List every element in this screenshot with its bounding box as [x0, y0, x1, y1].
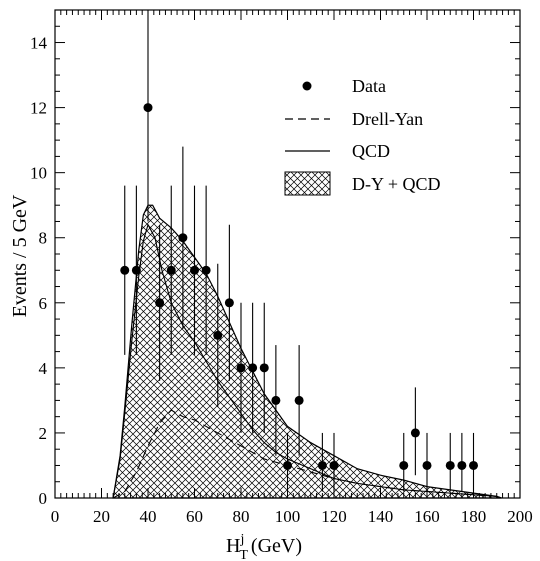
data-point-marker [399, 460, 409, 470]
series-drell-yan-line [112, 409, 502, 499]
data-point [120, 185, 130, 355]
data-point [457, 432, 467, 492]
data-point-marker [213, 330, 223, 340]
data-point-marker [178, 233, 188, 243]
y-tick-label: 4 [39, 359, 48, 378]
x-tick-label: 0 [51, 507, 60, 526]
legend-dy-qcd-label: D-Y + QCD [352, 174, 440, 194]
data-point [445, 432, 455, 492]
x-axis-title-unit: (GeV) [251, 535, 302, 557]
series-qcd-line [112, 223, 502, 499]
x-axis-title-sub: T [239, 548, 248, 561]
legend: Data Drell-Yan QCD D-Y + QCD [284, 76, 440, 196]
legend-dy-qcd-swatch [284, 171, 331, 196]
legend-data-label: Data [352, 76, 386, 96]
y-tick-label: 8 [39, 229, 48, 248]
data-point [317, 432, 327, 492]
x-axis-ticks: 0 20 40 60 80 100 120 140 160 180 200 [51, 10, 533, 526]
data-point [178, 146, 188, 329]
plot-area [112, 10, 502, 499]
data-point [131, 185, 141, 355]
data-point-marker [457, 460, 467, 470]
data-point-marker [190, 265, 199, 275]
data-point-marker [469, 460, 478, 470]
y-axis-title: Events / 5 GeV [9, 194, 31, 317]
y-axis-ticks: 0 2 4 6 8 10 12 14 [30, 9, 520, 508]
legend-qcd-label: QCD [352, 141, 390, 161]
data-point [422, 432, 432, 492]
y-tick-label: 10 [30, 164, 47, 183]
data-point-marker [120, 265, 130, 275]
data-point-marker [422, 460, 432, 470]
x-axis-title-sup: j [239, 532, 244, 547]
data-point [271, 345, 281, 456]
x-tick-label: 180 [461, 507, 487, 526]
data-point [201, 185, 211, 355]
x-axis-title: Hj T (GeV) [226, 532, 302, 561]
data-point-marker [410, 428, 420, 438]
data-point-marker [248, 363, 258, 373]
data-point [410, 387, 420, 476]
y-tick-label: 6 [39, 294, 48, 313]
data-point [236, 302, 246, 433]
data-point [166, 185, 176, 355]
x-tick-label: 100 [275, 507, 301, 526]
data-point-marker [236, 363, 246, 373]
y-tick-label: 2 [39, 424, 48, 443]
x-tick-label: 160 [414, 507, 440, 526]
axes: 0 20 40 60 80 100 120 140 160 180 200 0 2 4 6 8 10 12 14 [30, 9, 533, 526]
data-point-marker [143, 103, 153, 113]
x-tick-label: 200 [507, 507, 533, 526]
y-tick-label: 14 [30, 34, 48, 53]
data-point [143, 10, 153, 222]
data-point [248, 302, 258, 433]
data-point [224, 224, 234, 381]
data-point-marker [224, 298, 234, 308]
x-tick-label: 140 [368, 507, 394, 526]
x-tick-label: 80 [233, 507, 250, 526]
y-tick-label: 12 [30, 99, 47, 118]
legend-drell-yan-label: Drell-Yan [352, 109, 423, 129]
data-point-marker [445, 460, 455, 470]
data-point [283, 432, 292, 492]
data-point [469, 432, 478, 492]
legend-data-marker [302, 81, 312, 91]
x-tick-label: 40 [140, 507, 157, 526]
data-point [329, 432, 339, 492]
data-point-marker [259, 363, 269, 373]
x-axis-title-main: H [226, 535, 240, 557]
data-point [155, 224, 165, 381]
data-point [399, 432, 409, 492]
y-tick-label: 0 [39, 489, 48, 508]
data-point-marker [131, 265, 141, 275]
data-point-marker [294, 395, 304, 405]
data-point-marker [155, 298, 165, 308]
x-tick-label: 120 [321, 507, 347, 526]
data-point-marker [271, 395, 281, 405]
x-tick-label: 60 [186, 507, 203, 526]
data-point [190, 185, 199, 355]
data-point-marker [166, 265, 176, 275]
data-point [213, 263, 223, 407]
data-point-marker [201, 265, 211, 275]
data-point [259, 302, 269, 433]
data-point-marker [317, 460, 327, 470]
x-tick-label: 20 [93, 507, 110, 526]
data-point [294, 345, 304, 456]
data-point-marker [329, 460, 339, 470]
data-point-marker [283, 460, 292, 470]
